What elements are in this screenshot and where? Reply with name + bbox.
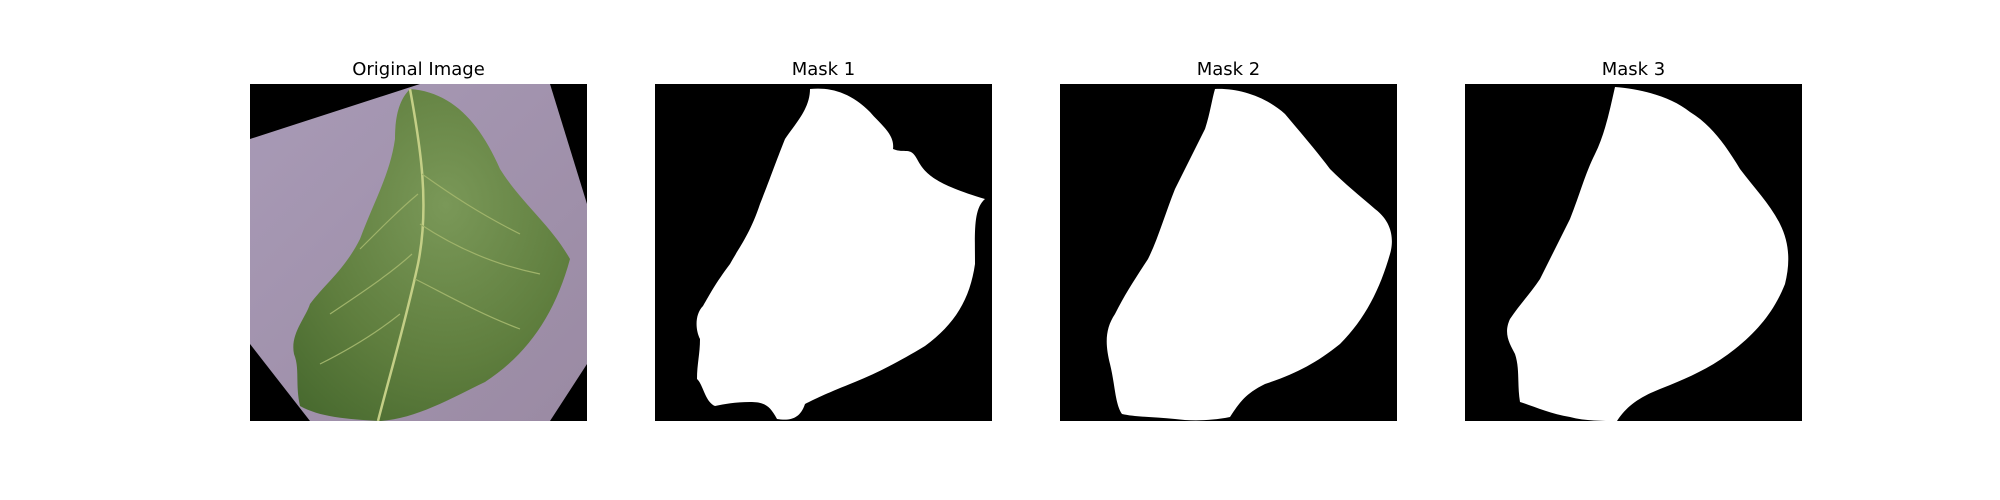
original-leaf-image <box>250 84 587 421</box>
mask-3-image <box>1465 84 1802 421</box>
panel-original-image: Original Image <box>250 58 587 421</box>
leaf-photo <box>250 84 587 421</box>
panel-mask-1: Mask 1 <box>655 58 992 421</box>
panel-title: Mask 1 <box>791 59 856 80</box>
panel-mask-2: Mask 2 <box>1060 58 1397 421</box>
mask-1-shape <box>655 84 992 421</box>
panel-title: Mask 2 <box>1196 59 1261 80</box>
mask-2-shape <box>1060 84 1397 421</box>
mask-3-shape <box>1465 84 1802 421</box>
panel-title: Original Image <box>352 59 485 80</box>
panel-title: Mask 3 <box>1601 59 1666 80</box>
mask-1-image <box>655 84 992 421</box>
mask-2-image <box>1060 84 1397 421</box>
panel-mask-3: Mask 3 <box>1465 58 1802 421</box>
